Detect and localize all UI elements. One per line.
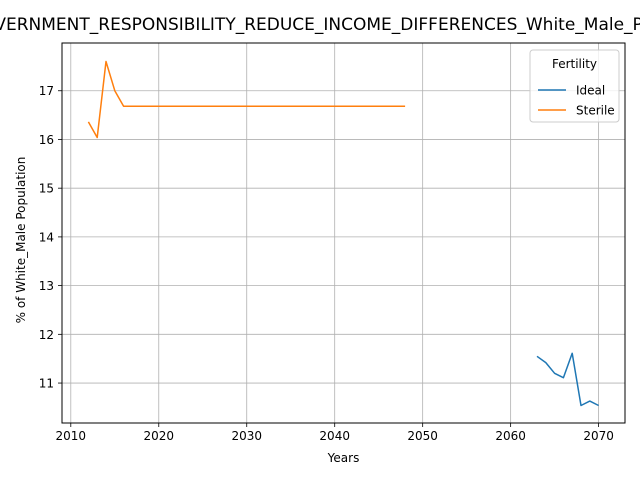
- y-tick-label: 14: [39, 230, 54, 244]
- series-lines: [87, 60, 599, 407]
- x-tick-label: 2010: [56, 429, 87, 443]
- legend-title: Fertility: [552, 57, 597, 71]
- series-line-ideal: [536, 352, 599, 407]
- x-tick-label: 2060: [495, 429, 526, 443]
- legend: Fertility Ideal Sterile: [529, 49, 620, 123]
- y-tick-label: 16: [39, 133, 54, 147]
- plot-area: 2010 2020 2030 2040 2050 2060 2070 11121314151…: [39, 42, 626, 443]
- chart-title: GOVERNMENT_RESPONSIBILITY_REDUCE_INCOME_…: [0, 15, 640, 35]
- y-tick-label: 13: [39, 279, 54, 293]
- legend-box: [529, 49, 620, 123]
- legend-label-sterile: Sterile: [576, 104, 615, 118]
- x-axis-ticks: 2010 2020 2030 2040 2050 2060 2070: [56, 423, 614, 443]
- y-axis-label: % of White_Male Population: [14, 157, 28, 324]
- y-axis-ticks: 11 12 13 14 15 16 17: [39, 84, 62, 391]
- y-tick-label: 11: [39, 377, 54, 391]
- legend-label-ideal: Ideal: [576, 84, 605, 98]
- x-tick-label: 2070: [583, 429, 614, 443]
- y-tick-label: 15: [39, 182, 54, 196]
- series-line-sterile: [87, 60, 406, 139]
- x-tick-label: 2050: [407, 429, 438, 443]
- x-axis-label: Years: [327, 451, 360, 465]
- x-tick-label: 2040: [319, 429, 350, 443]
- y-tick-label: 17: [39, 84, 54, 98]
- axes-frame: [61, 42, 626, 424]
- x-tick-label: 2020: [143, 429, 174, 443]
- x-tick-label: 2030: [231, 429, 262, 443]
- y-tick-label: 12: [39, 328, 54, 342]
